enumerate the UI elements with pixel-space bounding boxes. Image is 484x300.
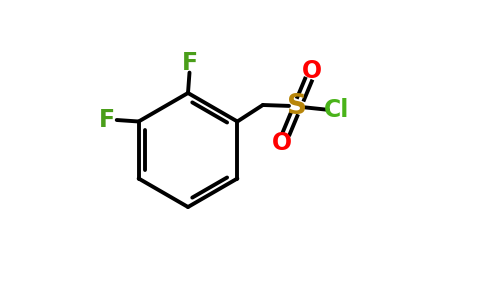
Text: F: F — [182, 51, 197, 75]
Text: F: F — [99, 108, 115, 132]
Text: O: O — [302, 58, 322, 82]
Text: S: S — [287, 92, 307, 121]
Text: Cl: Cl — [324, 98, 349, 122]
Text: O: O — [272, 130, 292, 154]
